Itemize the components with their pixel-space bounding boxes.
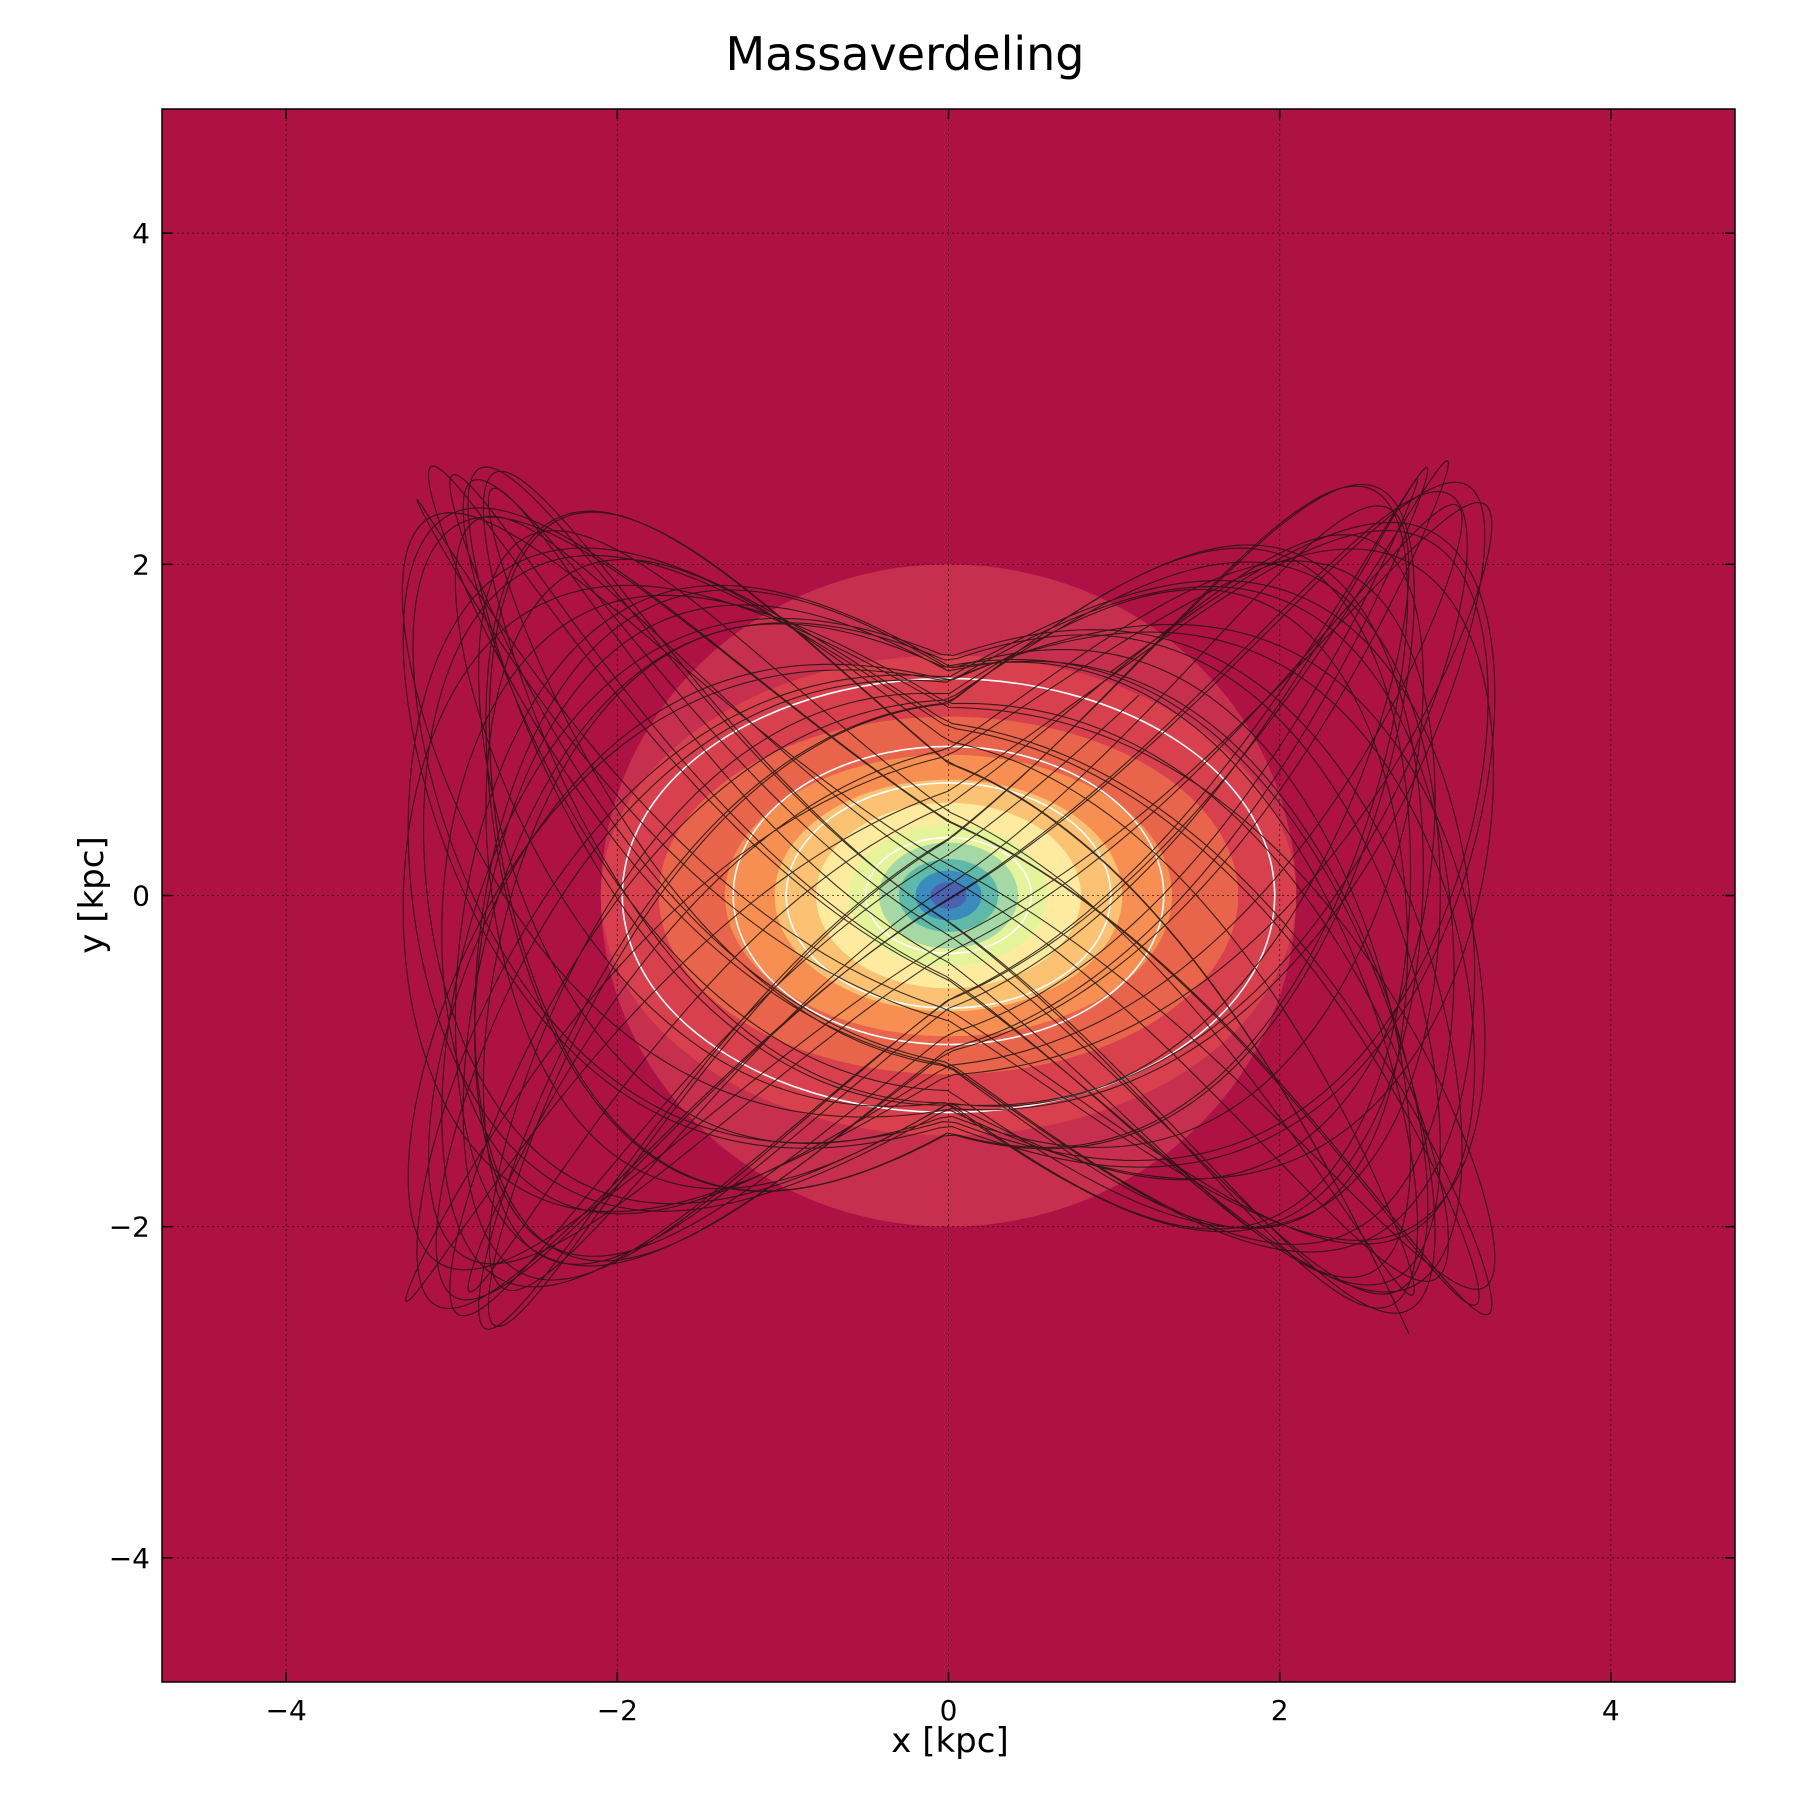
orbit-path <box>401 460 1496 1334</box>
y-tick-label: 2 <box>132 548 150 581</box>
orbit-trajectory <box>401 460 1496 1334</box>
tick-marks <box>162 109 1735 1682</box>
x-tick-label: 4 <box>1602 1694 1620 1727</box>
y-tick-label: 4 <box>132 217 150 250</box>
plot-area <box>162 109 1735 1682</box>
x-axis-label: x [kpc] <box>891 1721 1008 1761</box>
x-tick-labels: −4 −2 0 2 4 <box>266 1694 1620 1727</box>
x-tick-label: −4 <box>266 1694 307 1727</box>
x-tick-label: 2 <box>1271 1694 1289 1727</box>
chart-title: Massaverdeling <box>725 27 1084 81</box>
x-tick-label: 0 <box>940 1694 958 1727</box>
y-tick-labels: −4 −2 0 2 4 <box>109 217 150 1575</box>
y-axis-label: y [kpc] <box>72 836 112 953</box>
x-tick-label: −2 <box>597 1694 638 1727</box>
y-tick-label: 0 <box>132 880 150 913</box>
y-tick-label: −4 <box>109 1542 150 1575</box>
grid-lines <box>162 109 1735 1682</box>
y-tick-label: −2 <box>109 1211 150 1244</box>
